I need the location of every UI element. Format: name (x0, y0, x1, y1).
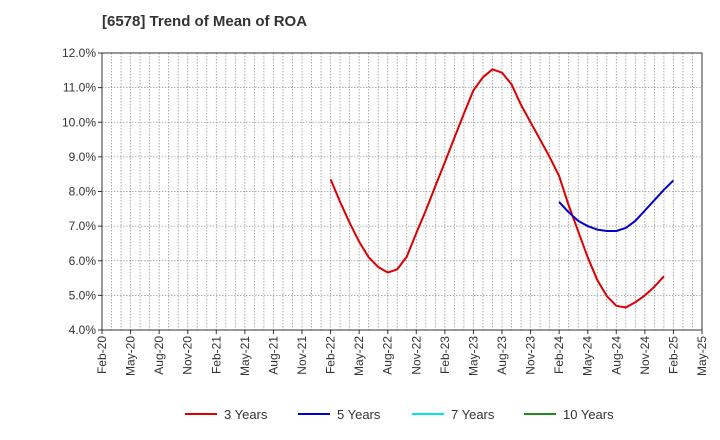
x-tick-label: Feb-21 (209, 336, 223, 374)
x-tick-label: Aug-21 (266, 336, 280, 375)
legend-label: 5 Years (337, 407, 381, 422)
y-tick-label: 9.0% (69, 150, 97, 164)
x-tick-label: Nov-24 (638, 336, 652, 375)
series-layer (329, 68, 675, 309)
y-tick-label: 10.0% (62, 115, 96, 129)
x-tick-label: Aug-22 (381, 336, 395, 375)
y-tick-label: 5.0% (69, 288, 97, 302)
legend-label: 7 Years (451, 407, 495, 422)
x-tick-label: Nov-22 (409, 336, 423, 375)
grid-layer (102, 53, 702, 330)
x-tick-label: Aug-20 (152, 336, 166, 375)
chart-title: [6578] Trend of Mean of ROA (102, 13, 308, 30)
axis-layer: 4.0% 5.0% 6.0% 7.0% 8.0% 9.0% 10.0% 11.0% 12.0% F… (62, 46, 709, 376)
series-line-3-years (329, 68, 665, 309)
x-tick-label: Aug-23 (495, 336, 509, 375)
x-tick-label: May-22 (352, 336, 366, 376)
x-tick-label: Feb-24 (552, 336, 566, 374)
x-tick-label: May-23 (466, 336, 480, 376)
x-tick-label: May-20 (124, 336, 138, 376)
series-line-5-years (558, 179, 675, 232)
y-tick-label: 11.0% (63, 81, 96, 95)
x-tick-label: May-24 (581, 336, 595, 376)
x-tick-label: Nov-20 (181, 336, 195, 375)
x-tick-label: Feb-22 (324, 336, 338, 374)
y-tick-label: 4.0% (69, 323, 97, 337)
legend-label: 10 Years (563, 407, 614, 422)
plot-frame (101, 52, 703, 331)
x-tick-label: May-25 (695, 336, 709, 376)
x-tick-label: Nov-23 (524, 336, 538, 375)
legend-label: 3 Years (224, 407, 268, 422)
x-tick-label: Nov-21 (295, 336, 309, 375)
y-tick-label: 12.0% (62, 46, 96, 60)
legend: 3 Years 5 Years 7 Years 10 Years (185, 407, 614, 422)
x-tick-label: Feb-23 (438, 336, 452, 374)
y-tick-label: 7.0% (69, 219, 97, 233)
y-tick-label: 6.0% (69, 254, 97, 268)
x-tick-label: Feb-20 (95, 336, 109, 374)
x-tick-label: Aug-24 (609, 336, 623, 375)
x-tick-label: May-21 (238, 336, 252, 376)
x-tick-label: Feb-25 (666, 336, 680, 374)
y-tick-label: 8.0% (69, 185, 97, 199)
